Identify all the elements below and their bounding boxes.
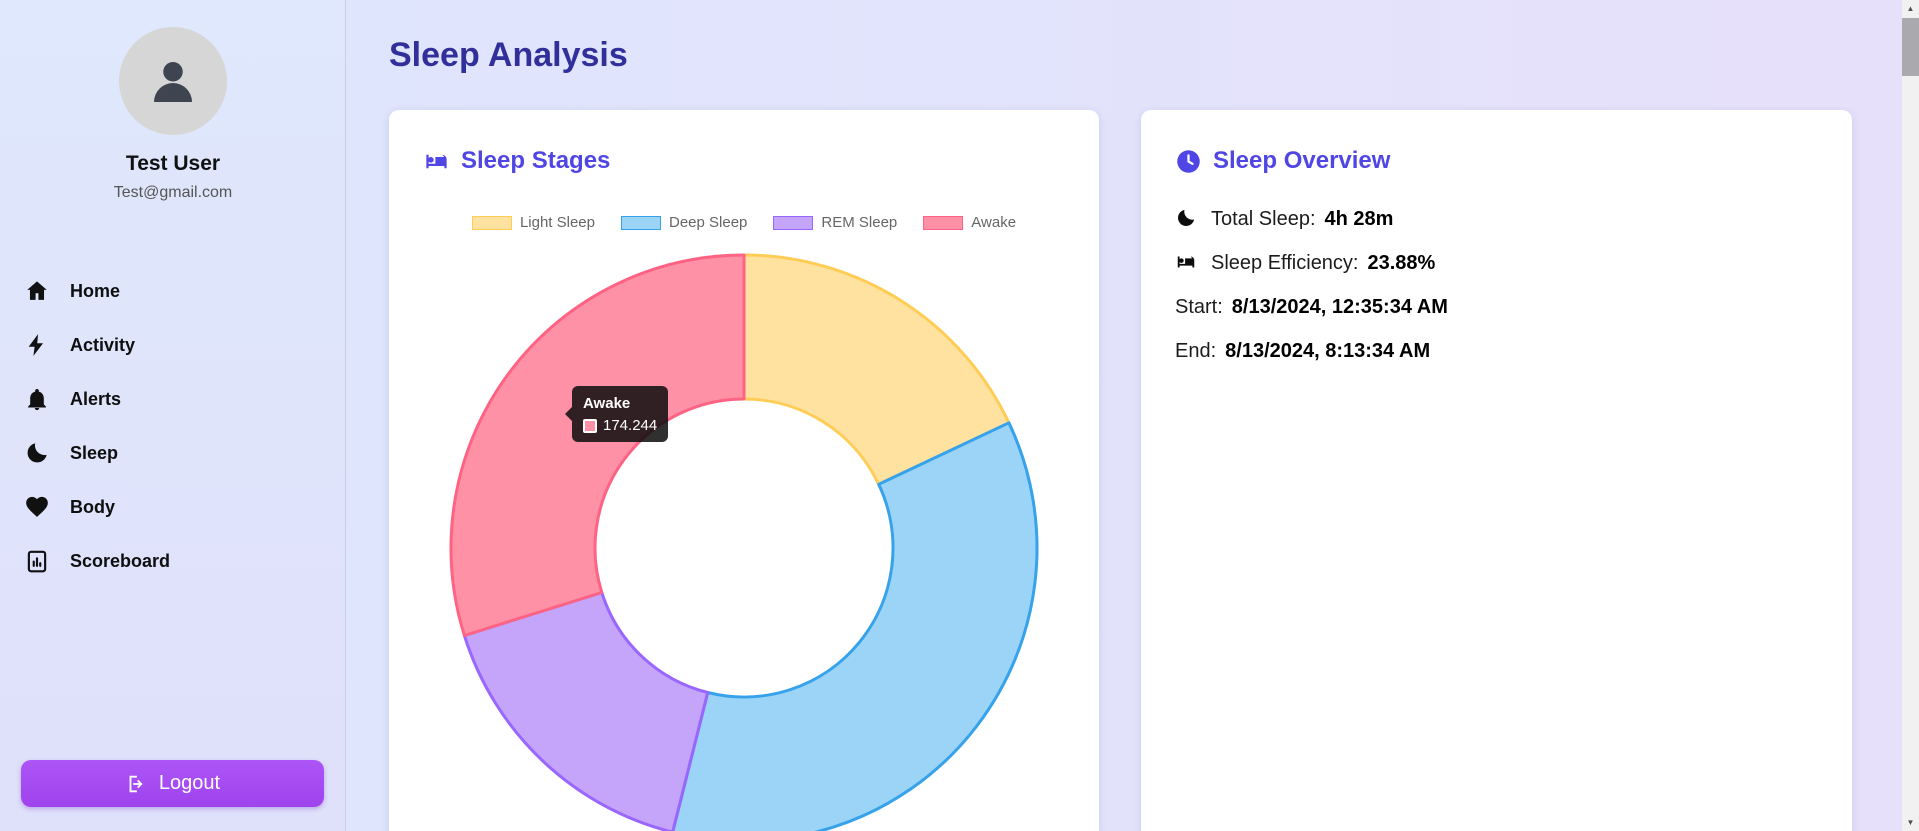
- sidebar-item-label: Sleep: [70, 442, 119, 463]
- scoreboard-icon: [24, 548, 50, 574]
- sleep-overview-title: Sleep Overview: [1213, 147, 1391, 174]
- sidebar-item-scoreboard[interactable]: Scoreboard: [0, 534, 346, 588]
- sidebar-item-label: Home: [70, 280, 121, 301]
- sleep-stages-card: Sleep Stages Light Sleep Deep Sleep REM …: [389, 110, 1099, 831]
- sleep-overview-rows: Total Sleep: 4h 28m Sleep Efficiency: 23…: [1141, 204, 1852, 366]
- main-content: Sleep Analysis Sleep Stages Light Sleep …: [347, 0, 1902, 831]
- donut-segment-deep-sleep[interactable]: [671, 421, 1039, 831]
- legend-swatch: [621, 215, 661, 230]
- clock-icon: [1175, 148, 1202, 175]
- sleep-stages-header: Sleep Stages: [389, 110, 1099, 176]
- sidebar-nav: Home Activity Alerts Sleep: [0, 264, 346, 588]
- chart-tooltip: Awake 174.244: [565, 386, 669, 442]
- person-icon: [154, 62, 192, 102]
- sidebar-item-alerts[interactable]: Alerts: [0, 372, 346, 426]
- sleep-stages-donut: [449, 253, 1039, 831]
- sleep-start-row: Start: 8/13/2024, 12:35:34 AM: [1175, 292, 1818, 322]
- legend-label: Deep Sleep: [669, 214, 748, 231]
- legend-label: REM Sleep: [821, 214, 898, 231]
- chart-legend: Light Sleep Deep Sleep REM Sleep Awake: [389, 214, 1099, 231]
- sleep-overview-header: Sleep Overview: [1141, 110, 1852, 176]
- logout-label: Logout: [158, 772, 221, 794]
- sidebar-item-body[interactable]: Body: [0, 480, 346, 534]
- sleep-overview-card: Sleep Overview Total Sleep: 4h 28m Sleep…: [1141, 110, 1852, 831]
- tooltip-caret: [565, 407, 572, 421]
- tooltip-title: Awake: [583, 395, 631, 412]
- total-sleep-row: Total Sleep: 4h 28m: [1175, 204, 1818, 234]
- legend-swatch: [923, 215, 964, 230]
- moon-icon: [1175, 207, 1199, 231]
- bed-icon: [1175, 251, 1199, 275]
- bed-icon: [423, 148, 450, 175]
- sidebar-item-activity[interactable]: Activity: [0, 318, 346, 372]
- legend-swatch: [471, 215, 512, 230]
- legend-item-rem-sleep[interactable]: REM Sleep: [773, 214, 897, 231]
- scrollbar-thumb[interactable]: [1902, 18, 1919, 76]
- scrollbar-down-button[interactable]: ▼: [1906, 818, 1915, 827]
- sleep-start-label: Start:: [1175, 295, 1223, 318]
- scrollbar: ▲ ▼: [1902, 0, 1919, 831]
- scrollbar-up-button[interactable]: ▲: [1906, 4, 1915, 13]
- lightning-icon: [24, 332, 50, 358]
- user-email: Test@gmail.com: [113, 184, 233, 201]
- legend-item-light-sleep[interactable]: Light Sleep: [471, 214, 595, 231]
- page-title: Sleep Analysis: [389, 36, 628, 74]
- heart-icon: [24, 494, 50, 520]
- sleep-end-value: 8/13/2024, 8:13:34 AM: [1225, 339, 1431, 362]
- donut-segment-rem-sleep[interactable]: [462, 591, 710, 831]
- sidebar-item-label: Body: [70, 496, 115, 517]
- legend-swatch: [773, 215, 814, 230]
- sidebar-item-home[interactable]: Home: [0, 264, 346, 318]
- sleep-start-value: 8/13/2024, 12:35:34 AM: [1231, 295, 1448, 318]
- legend-label: Awake: [971, 214, 1017, 231]
- logout-icon: [129, 775, 143, 792]
- donut-segment-light-sleep[interactable]: [742, 253, 1011, 486]
- user-name: Test User: [125, 152, 221, 175]
- logout-button[interactable]: Logout: [21, 760, 324, 807]
- sidebar-item-label: Activity: [70, 334, 136, 355]
- sleep-efficiency-value: 23.88%: [1367, 251, 1436, 274]
- donut-segment-awake[interactable]: [449, 253, 746, 637]
- user-avatar: [119, 27, 227, 135]
- tooltip-swatch: [583, 418, 597, 433]
- sidebar-item-label: Scoreboard: [70, 550, 171, 571]
- sleep-stages-title: Sleep Stages: [461, 147, 611, 174]
- sidebar: Test User Test@gmail.com Home Activity A…: [0, 0, 346, 831]
- total-sleep-value: 4h 28m: [1324, 207, 1394, 230]
- sleep-end-label: End:: [1175, 339, 1217, 362]
- sidebar-item-sleep[interactable]: Sleep: [0, 426, 346, 480]
- home-icon: [24, 278, 50, 304]
- sleep-efficiency-row: Sleep Efficiency: 23.88%: [1175, 248, 1818, 278]
- moon-icon: [24, 440, 50, 466]
- sidebar-item-label: Alerts: [70, 388, 122, 409]
- sleep-end-row: End: 8/13/2024, 8:13:34 AM: [1175, 336, 1818, 366]
- legend-item-awake[interactable]: Awake: [923, 214, 1016, 231]
- tooltip-value: 174.244: [603, 417, 658, 434]
- total-sleep-label: Total Sleep:: [1211, 207, 1316, 230]
- legend-item-deep-sleep[interactable]: Deep Sleep: [621, 214, 747, 231]
- bell-icon: [24, 386, 50, 412]
- sleep-efficiency-label: Sleep Efficiency:: [1211, 251, 1359, 274]
- legend-label: Light Sleep: [519, 214, 595, 231]
